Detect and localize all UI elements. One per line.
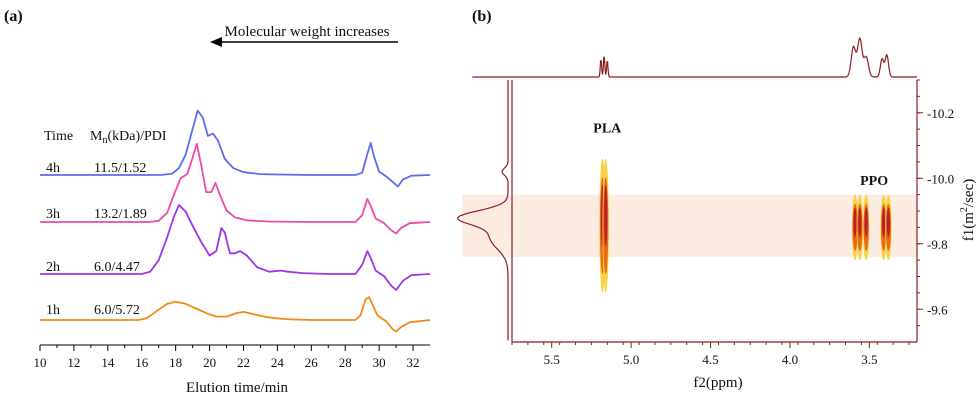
x-tick-label: 16 xyxy=(135,355,149,370)
trace-1h xyxy=(40,296,431,333)
x-tick-label: 18 xyxy=(169,355,182,370)
dosy-peaks xyxy=(599,158,892,293)
panel-b-label: (b) xyxy=(472,8,492,25)
x-tick-label: 24 xyxy=(271,355,285,370)
table-header-time: Time xyxy=(44,129,73,144)
f2-tick-label: 4.0 xyxy=(782,352,798,367)
x-tick-label: 30 xyxy=(373,355,386,370)
trace-3h xyxy=(40,142,431,235)
f1-tick-label: -10.0 xyxy=(927,171,954,186)
x-tick-label: 10 xyxy=(34,355,47,370)
table-header-mn: Mn(kDa)/PDI xyxy=(90,129,167,146)
f2-tick-label: 5.5 xyxy=(544,352,560,367)
peak-core xyxy=(886,207,891,238)
x-tick-label: 20 xyxy=(203,355,216,370)
f2-axis-ticks: 5.5 5.0 4.5 4.0 3.5 xyxy=(511,342,910,367)
x-tick-label: 28 xyxy=(339,355,352,370)
highlight-band xyxy=(462,194,917,257)
molecular-weight-arrow-label: Molecular weight increases xyxy=(225,24,390,40)
x-tick-label: 32 xyxy=(407,355,420,370)
x-axis-label: Elution time/min xyxy=(186,380,289,396)
f1-tick-label: -9.8 xyxy=(927,237,948,252)
f1-axis-ticks: -10.2 -10.0 -9.8 -9.6 xyxy=(917,79,954,327)
sample-time-label: 3h xyxy=(46,207,60,222)
f1-tick-label: -9.6 xyxy=(927,302,948,317)
f2-tick-label: 4.5 xyxy=(702,352,718,367)
sample-mn-pdi-label: 6.0/4.47 xyxy=(94,260,140,275)
peak-annotations: PLA PPO xyxy=(593,121,888,188)
sample-mn-pdi-label: 13.2/1.89 xyxy=(94,207,147,222)
f2-tick-label: 5.0 xyxy=(623,352,639,367)
sample-time-label: 4h xyxy=(46,161,60,176)
x-tick-label: 14 xyxy=(101,355,115,370)
sample-mn-pdi-label: 6.0/5.72 xyxy=(94,303,140,318)
peak-annotation-pla: PLA xyxy=(593,121,622,136)
panel-b-dosy-chart: (b) PLA PPO 5.5 5.0 4.5 4.0 3.5 -10.2 -10.0 -9.… xyxy=(457,8,977,391)
sample-time-label: 1h xyxy=(46,303,60,318)
f2-tick-label: 3.5 xyxy=(861,352,877,367)
left-projection-spectrum xyxy=(457,80,509,341)
f1-axis-label: f1(m2/sec) xyxy=(959,179,977,242)
panel-a-label: (a) xyxy=(4,8,23,25)
panel-a-gpc-chart: (a) Molecular weight increases Time Mn(k… xyxy=(4,8,431,396)
peak-annotation-ppo: PPO xyxy=(860,174,888,189)
sample-labels: 4h 11.5/1.52 3h 13.2/1.89 2h 6.0/4.47 1h 6.0/5.… xyxy=(46,161,147,318)
x-axis-ticks: 10 12 14 16 18 20 22 24 26 28 30 32 xyxy=(34,345,420,370)
peak-core xyxy=(853,207,857,238)
x-tick-label: 12 xyxy=(67,355,80,370)
gpc-traces xyxy=(40,109,431,333)
sample-mn-pdi-label: 11.5/1.52 xyxy=(94,161,146,176)
top-projection-spectrum xyxy=(472,36,917,78)
x-tick-label: 22 xyxy=(237,355,250,370)
peak-core xyxy=(864,207,868,238)
f1-tick-label: -10.2 xyxy=(927,106,954,121)
molecular-weight-arrow-head xyxy=(210,37,222,47)
sample-time-label: 2h xyxy=(46,260,60,275)
peak-core xyxy=(858,207,862,238)
trace-4h xyxy=(40,109,431,188)
peak-core xyxy=(604,185,608,246)
trace-2h xyxy=(40,204,431,291)
f2-axis-label: f2(ppm) xyxy=(693,375,742,391)
x-tick-label: 26 xyxy=(305,355,319,370)
peak-core xyxy=(882,207,886,238)
